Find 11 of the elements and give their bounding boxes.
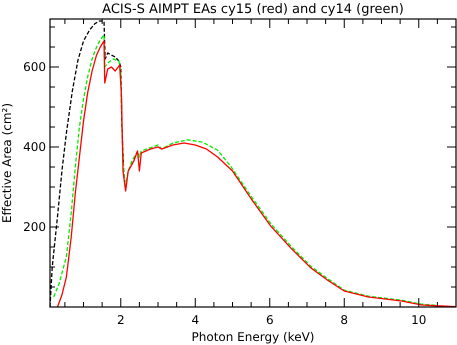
y-tick-label: 200: [23, 220, 46, 234]
chart-title: ACIS-S AIMPT EAs cy15 (red) and cy14 (green): [102, 2, 404, 17]
x-tick-label: 8: [340, 313, 348, 327]
x-axis-title: Photon Energy (keV): [192, 330, 314, 344]
x-tick-label: 4: [191, 313, 200, 327]
y-tick-label: 400: [23, 140, 46, 154]
x-tick-label: 2: [116, 313, 125, 327]
y-axis-title: Effective Area (cm²): [0, 102, 14, 224]
x-tick-label: 10: [411, 313, 426, 327]
x-tick-label: 6: [266, 313, 274, 327]
y-tick-label: 600: [23, 60, 46, 74]
